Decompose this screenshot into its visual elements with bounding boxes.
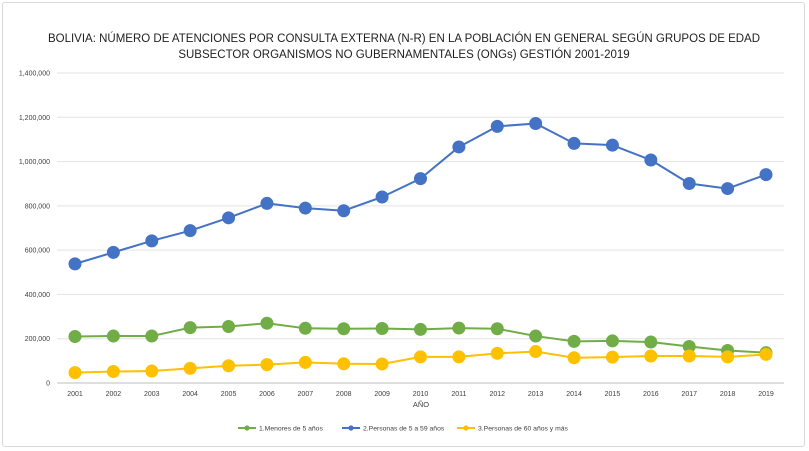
- data-point-series-2: [260, 196, 274, 210]
- data-point-series-2: [222, 211, 236, 225]
- y-axis-ticks: 0 200,000 400,000 600,000 800,000 1,000,000 1,…: [19, 71, 50, 388]
- data-point-series-2: [490, 119, 504, 133]
- data-point-series-1: [682, 339, 696, 353]
- data-point-series-3: [759, 347, 773, 361]
- x-tick-label: 2019: [758, 391, 774, 398]
- y-tick-label: 0: [46, 381, 50, 388]
- legend-marker-1: [244, 425, 250, 431]
- x-axis-ticks: 2001 2002 2003 2004 2005 2006 2007 2008 2009 2010…: [67, 391, 774, 398]
- series-group: [68, 116, 773, 380]
- legend-label-3: 3.Personas de 60 años y más: [478, 426, 569, 433]
- chart-title-line-2: SUBSECTOR ORGANISMOS NO GUBERNAMENTALES …: [178, 48, 629, 61]
- x-tick-label: 2006: [259, 391, 275, 398]
- data-point-series-1: [68, 330, 82, 343]
- data-point-series-3: [106, 364, 120, 378]
- data-point-series-3: [222, 359, 236, 373]
- data-point-series-1: [106, 329, 120, 343]
- data-point-series-3: [183, 361, 197, 375]
- data-point-series-2: [298, 201, 312, 215]
- data-point-series-2: [414, 172, 427, 186]
- x-tick-label: 2007: [298, 391, 314, 398]
- x-tick-label: 2008: [336, 391, 352, 398]
- chart-title-line-1: BOLIVIA: NÚMERO DE ATENCIONES POR CONSUL…: [48, 32, 760, 45]
- legend-label-2: 2.Personas de 5 a 59 años: [363, 426, 445, 433]
- x-tick-label: 2010: [413, 391, 429, 398]
- x-tick-label: 2002: [106, 391, 122, 398]
- data-point-series-1: [375, 322, 389, 336]
- data-point-series-1: [567, 334, 581, 348]
- x-tick-label: 2017: [681, 391, 697, 398]
- x-tick-label: 2018: [720, 391, 736, 398]
- data-point-series-3: [490, 346, 504, 360]
- y-tick-label: 1,400,000: [19, 71, 50, 78]
- y-tick-label: 600,000: [25, 248, 50, 255]
- y-tick-label: 400,000: [25, 292, 50, 299]
- data-point-series-3: [298, 355, 312, 369]
- data-point-series-1: [183, 321, 197, 335]
- data-point-series-3: [145, 364, 159, 378]
- data-point-series-1: [605, 334, 619, 348]
- data-point-series-1: [298, 321, 312, 335]
- y-tick-label: 800,000: [25, 203, 50, 210]
- data-point-series-2: [644, 153, 658, 167]
- data-point-series-3: [567, 351, 581, 365]
- data-point-series-3: [452, 350, 466, 364]
- data-point-series-3: [605, 350, 619, 364]
- x-tick-label: 2003: [144, 391, 160, 398]
- x-tick-label: 2004: [182, 391, 198, 398]
- x-tick-label: 2011: [451, 391, 466, 398]
- legend-marker-2: [348, 425, 354, 431]
- y-tick-label: 1,200,000: [19, 115, 50, 122]
- data-point-series-3: [375, 357, 389, 371]
- data-point-series-2: [145, 234, 159, 248]
- x-tick-label: 2015: [605, 391, 621, 398]
- data-point-series-2: [337, 204, 351, 218]
- legend-label-1: 1.Menores de 5 años: [259, 426, 323, 433]
- x-tick-label: 2014: [566, 391, 582, 398]
- x-tick-label: 2012: [489, 391, 505, 398]
- data-point-series-1: [644, 335, 658, 349]
- data-point-series-3: [644, 349, 658, 363]
- data-point-series-2: [452, 140, 466, 154]
- data-point-series-2: [529, 116, 543, 130]
- x-tick-label: 2013: [528, 391, 544, 398]
- data-point-series-3: [414, 350, 427, 364]
- x-tick-label: 2001: [67, 391, 83, 398]
- data-point-series-3: [337, 357, 351, 371]
- data-point-series-2: [721, 182, 735, 196]
- gridlines: [57, 72, 784, 340]
- series-line-2: [74, 122, 767, 265]
- data-point-series-3: [260, 358, 274, 372]
- data-point-series-3: [529, 345, 543, 359]
- data-point-series-1: [337, 322, 351, 336]
- data-point-series-3: [68, 366, 82, 380]
- data-point-series-2: [106, 245, 120, 259]
- x-tick-label: 2009: [374, 391, 390, 398]
- data-point-series-3: [682, 349, 696, 363]
- x-axis-title: AÑO: [413, 400, 429, 409]
- y-tick-label: 1,000,000: [19, 159, 50, 166]
- data-point-series-2: [68, 257, 82, 271]
- data-point-series-2: [682, 176, 696, 190]
- y-tick-label: 200,000: [25, 336, 50, 343]
- data-point-series-1: [145, 329, 159, 343]
- data-point-series-2: [605, 138, 619, 152]
- data-point-series-1: [452, 321, 466, 335]
- data-point-series-2: [759, 168, 773, 182]
- chart-frame: [2, 2, 805, 447]
- legend-marker-3: [463, 425, 469, 431]
- data-point-series-1: [490, 322, 504, 336]
- data-point-series-3: [721, 350, 735, 364]
- data-point-series-2: [375, 190, 389, 204]
- data-point-series-1: [529, 329, 543, 343]
- x-tick-label: 2005: [221, 391, 237, 398]
- data-point-series-1: [414, 322, 427, 336]
- legend: 1.Menores de 5 años 2.Personas de 5 a 59 …: [238, 425, 569, 433]
- data-point-series-2: [567, 136, 581, 150]
- data-point-series-1: [260, 316, 274, 330]
- x-tick-label: 2016: [643, 391, 659, 398]
- data-point-series-1: [222, 320, 236, 334]
- data-point-series-2: [183, 224, 197, 238]
